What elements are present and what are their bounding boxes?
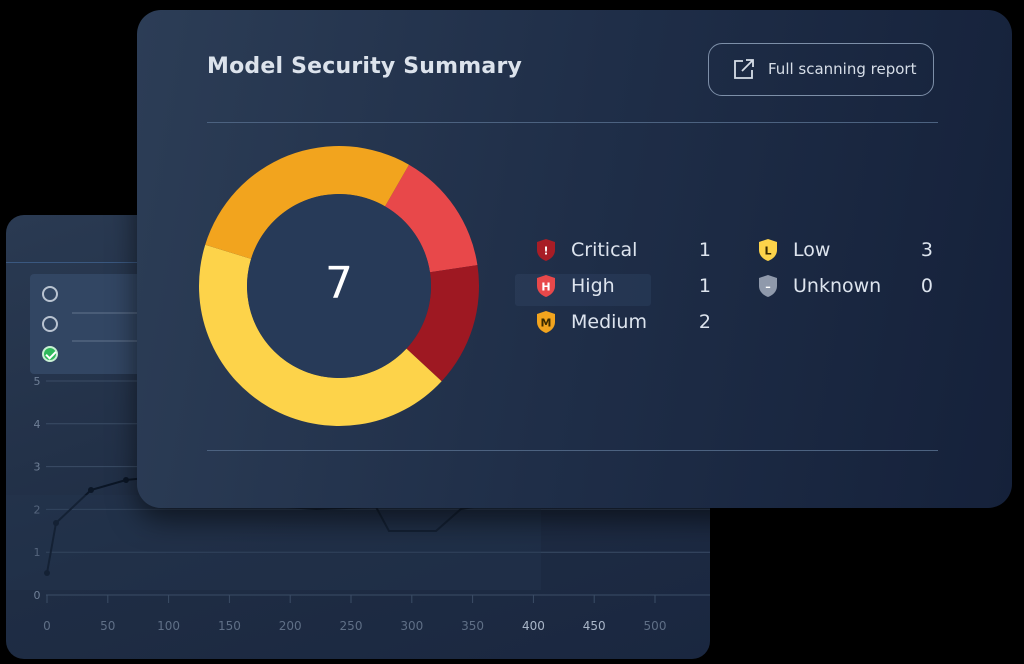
legend-count: 2 xyxy=(698,311,711,333)
y-tick-label: 3 xyxy=(34,461,41,474)
legend-count: 0 xyxy=(920,275,933,297)
x-tick-label: 350 xyxy=(461,619,484,633)
bottom-divider xyxy=(207,450,938,451)
unchecked-radio[interactable] xyxy=(42,286,58,302)
x-tick-label: 150 xyxy=(218,619,241,633)
legend-count: 3 xyxy=(920,239,933,261)
shield-icon: ! xyxy=(537,239,555,261)
security-summary-card: Model Security Summary Full scanning rep… xyxy=(137,10,1012,508)
donut-slice-high[interactable] xyxy=(385,164,478,273)
x-axis-ticks: 0 50 100 150 200 250 300 350 400 450 500 xyxy=(43,595,666,633)
svg-text:L: L xyxy=(764,245,771,258)
legend-item-high[interactable]: H High 1 xyxy=(535,272,735,298)
full-report-button[interactable]: Full scanning report xyxy=(708,43,934,96)
legend-count: 1 xyxy=(698,275,711,297)
donut-slice-critical[interactable] xyxy=(406,265,479,382)
x-tick-label: 0 xyxy=(43,619,51,633)
shield-icon: – xyxy=(759,275,777,297)
svg-text:M: M xyxy=(541,317,552,330)
legend-item-critical[interactable]: ! Critical 1 xyxy=(535,236,735,262)
background-line-chart: 0 1 2 3 4 5 0 50 100 150 200 250 300 350 400 450 500 xyxy=(6,375,710,633)
x-tick-label: 100 xyxy=(157,619,180,633)
data-point xyxy=(44,570,50,576)
external-link-icon xyxy=(734,59,754,79)
shield-icon: L xyxy=(759,239,777,261)
y-tick-label: 1 xyxy=(34,546,41,559)
legend-label: Critical xyxy=(571,239,638,261)
severity-legend: ! Critical 1 H High 1 M Medium 2 L Low 3 – Unknown 0 xyxy=(535,236,955,346)
shield-icon: M xyxy=(537,311,555,333)
shield-icon: H xyxy=(537,275,555,297)
y-tick-label: 0 xyxy=(34,589,41,602)
top-divider xyxy=(207,122,938,123)
donut-slice-low[interactable] xyxy=(199,244,442,426)
checklist-line xyxy=(72,340,172,342)
total-count: 7 xyxy=(325,258,353,309)
x-tick-label: 50 xyxy=(100,619,115,633)
page-title: Model Security Summary xyxy=(207,54,523,79)
x-tick-label: 250 xyxy=(340,619,363,633)
legend-label: High xyxy=(571,275,615,297)
severity-donut-chart: 7 xyxy=(199,146,479,426)
donut-center xyxy=(247,194,431,378)
full-report-label: Full scanning report xyxy=(768,60,917,78)
legend-item-low[interactable]: L Low 3 xyxy=(757,236,957,262)
data-point xyxy=(88,487,94,493)
x-tick-label: 200 xyxy=(279,619,302,633)
chart-area-shade xyxy=(6,495,541,590)
data-point xyxy=(53,520,59,526)
svg-text:H: H xyxy=(541,281,550,294)
x-tick-label: 300 xyxy=(400,619,423,633)
checked-radio[interactable] xyxy=(42,346,58,362)
svg-text:!: ! xyxy=(543,245,548,258)
x-tick-label: 400 xyxy=(522,619,545,633)
y-tick-label: 5 xyxy=(34,375,41,388)
x-tick-label: 500 xyxy=(644,619,667,633)
legend-label: Unknown xyxy=(793,275,882,297)
legend-item-unknown[interactable]: – Unknown 0 xyxy=(757,272,957,298)
donut-slice-medium[interactable] xyxy=(205,146,409,259)
data-point xyxy=(123,477,129,483)
svg-text:–: – xyxy=(765,281,771,294)
y-tick-label: 4 xyxy=(34,418,41,431)
checklist-line xyxy=(72,312,172,314)
legend-item-medium[interactable]: M Medium 2 xyxy=(535,308,735,334)
series-points xyxy=(44,477,129,576)
legend-label: Low xyxy=(793,239,831,261)
legend-label: Medium xyxy=(571,311,647,333)
x-tick-label: 450 xyxy=(583,619,606,633)
legend-count: 1 xyxy=(698,239,711,261)
y-tick-label: 2 xyxy=(34,503,41,516)
unchecked-radio[interactable] xyxy=(42,316,58,332)
y-axis-ticks: 0 1 2 3 4 5 xyxy=(34,375,41,602)
